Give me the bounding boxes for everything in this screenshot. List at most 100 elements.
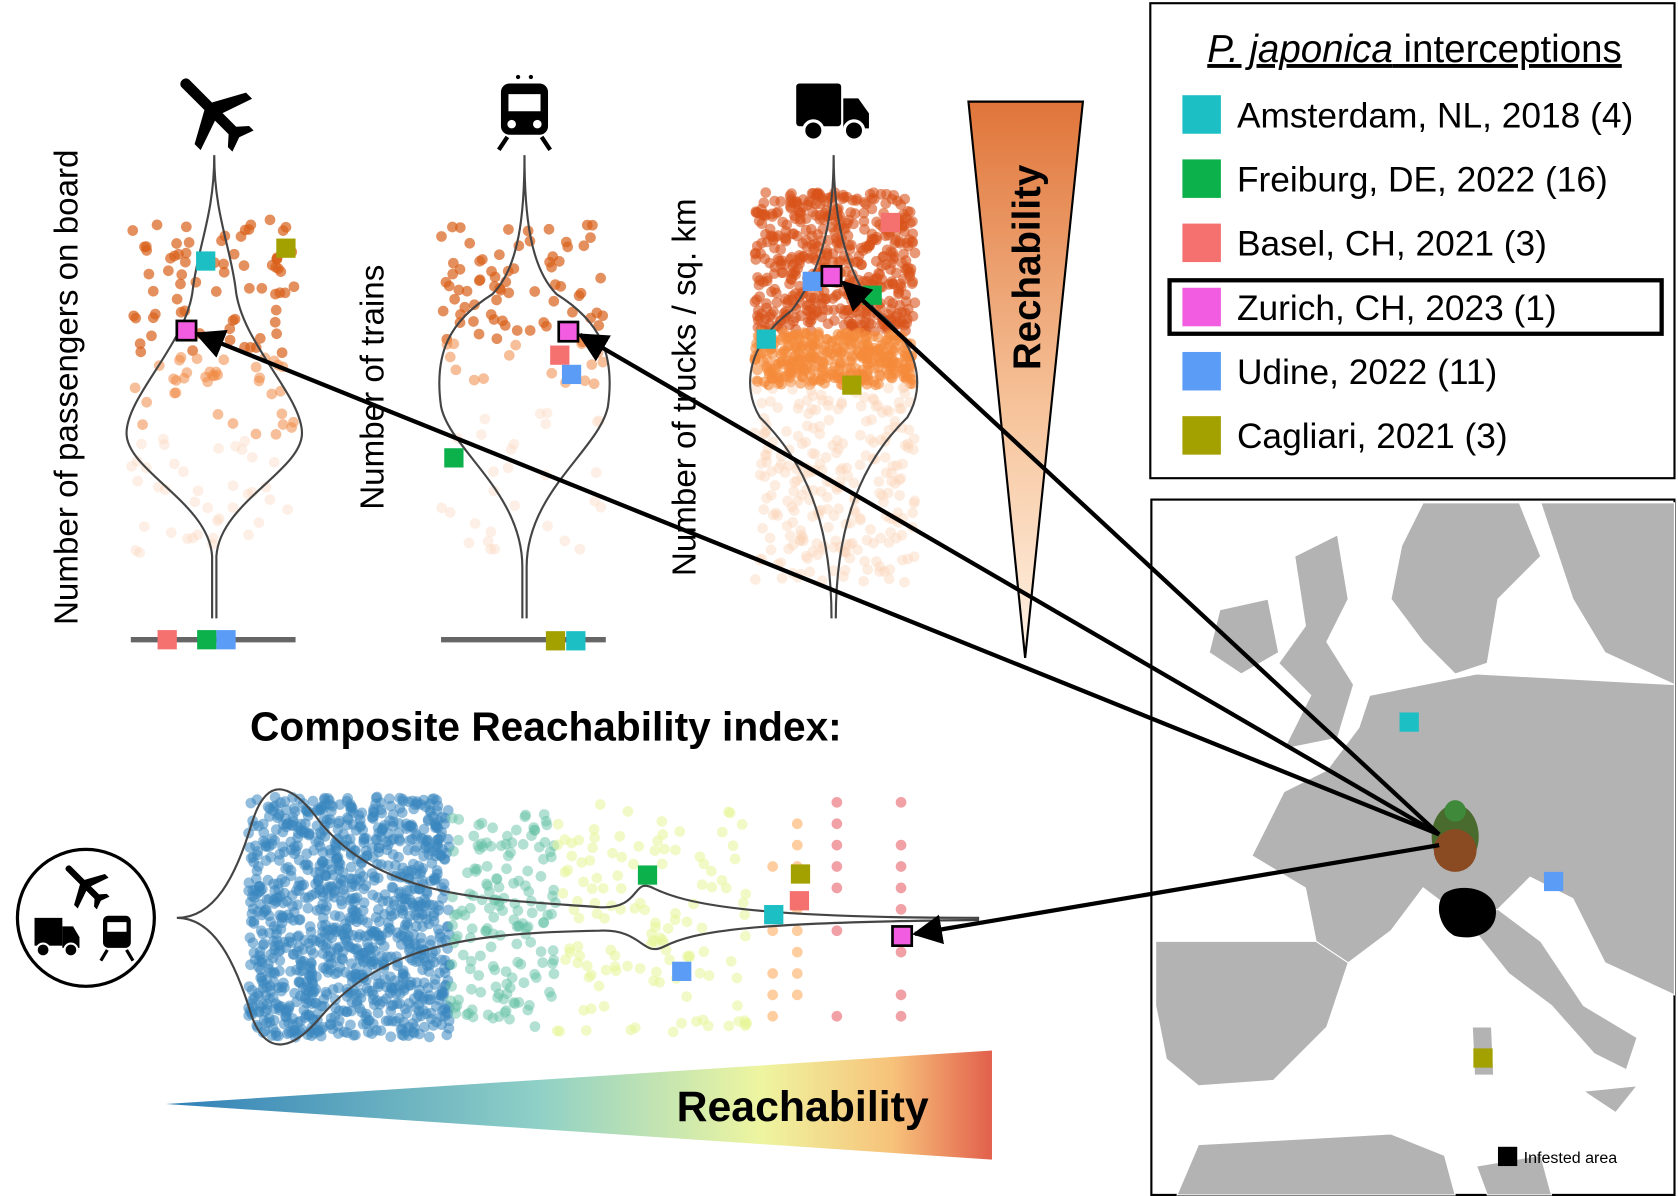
point [896, 947, 907, 958]
point [382, 951, 393, 962]
point [492, 992, 503, 1003]
point [333, 982, 344, 993]
interception-marker [791, 864, 810, 883]
point [657, 829, 668, 840]
point [723, 1021, 734, 1032]
point [622, 961, 633, 972]
point [676, 1018, 687, 1029]
point [292, 946, 303, 957]
point [562, 865, 573, 876]
interception-marker [546, 631, 565, 650]
point [268, 953, 279, 964]
point [525, 325, 536, 336]
point [355, 988, 366, 999]
point [881, 467, 892, 478]
point [424, 919, 435, 930]
point [884, 574, 895, 585]
point [836, 347, 847, 358]
point [559, 536, 570, 547]
point [775, 357, 786, 368]
point [192, 353, 203, 364]
point [287, 890, 298, 901]
point [303, 981, 314, 992]
interception-marker [177, 321, 196, 340]
point [246, 916, 257, 927]
point [704, 970, 715, 981]
point [775, 196, 786, 207]
interception-marker [444, 448, 463, 467]
point [437, 1005, 448, 1016]
point [422, 888, 433, 899]
point [760, 209, 771, 220]
wedge-label: Reachability [677, 1083, 929, 1131]
point [900, 440, 911, 451]
interception-marker [1544, 872, 1563, 891]
point [489, 965, 500, 976]
point [589, 824, 600, 835]
point [466, 956, 477, 967]
point [218, 259, 229, 270]
point [518, 977, 529, 988]
interception-marker [764, 905, 783, 924]
point [496, 840, 507, 851]
point [486, 942, 497, 953]
point [460, 910, 471, 921]
point [792, 947, 803, 958]
point [305, 921, 316, 932]
point [527, 907, 538, 918]
point [373, 1008, 384, 1019]
point [599, 1001, 610, 1012]
point [171, 375, 182, 386]
point [896, 403, 907, 414]
point [468, 831, 479, 842]
point [797, 363, 808, 374]
point [254, 517, 265, 528]
point [832, 840, 843, 851]
point [528, 822, 539, 833]
point [372, 892, 383, 903]
point [469, 375, 480, 386]
point [447, 813, 458, 824]
point [344, 913, 355, 924]
point [228, 418, 239, 429]
point [585, 855, 596, 866]
point [333, 1021, 344, 1032]
point [507, 972, 518, 983]
point [265, 214, 276, 225]
point [849, 478, 860, 489]
point [682, 916, 693, 927]
point [212, 516, 223, 527]
point [139, 521, 150, 532]
point [546, 909, 557, 920]
species-name: P. japonica [1207, 28, 1393, 71]
point [193, 485, 204, 496]
point [862, 535, 873, 546]
point [691, 1016, 702, 1027]
point [810, 343, 821, 354]
point [488, 912, 499, 923]
point [558, 888, 569, 899]
point [792, 968, 803, 979]
point [475, 987, 486, 998]
point [364, 1015, 375, 1026]
point [244, 283, 255, 294]
point [268, 879, 279, 890]
point [228, 480, 239, 491]
point [265, 1017, 276, 1028]
point [483, 1010, 494, 1021]
point [867, 235, 878, 246]
interception-marker [803, 272, 822, 291]
point [901, 371, 912, 382]
point [614, 831, 625, 842]
point [795, 535, 806, 546]
point [787, 384, 798, 395]
point [823, 522, 834, 533]
point [852, 544, 863, 555]
legend-title: P. japonica interceptions [1207, 28, 1622, 71]
point [525, 937, 536, 948]
point [489, 314, 500, 325]
point [383, 918, 394, 929]
point [473, 970, 484, 981]
point [668, 1026, 679, 1037]
interception-marker [276, 239, 295, 258]
